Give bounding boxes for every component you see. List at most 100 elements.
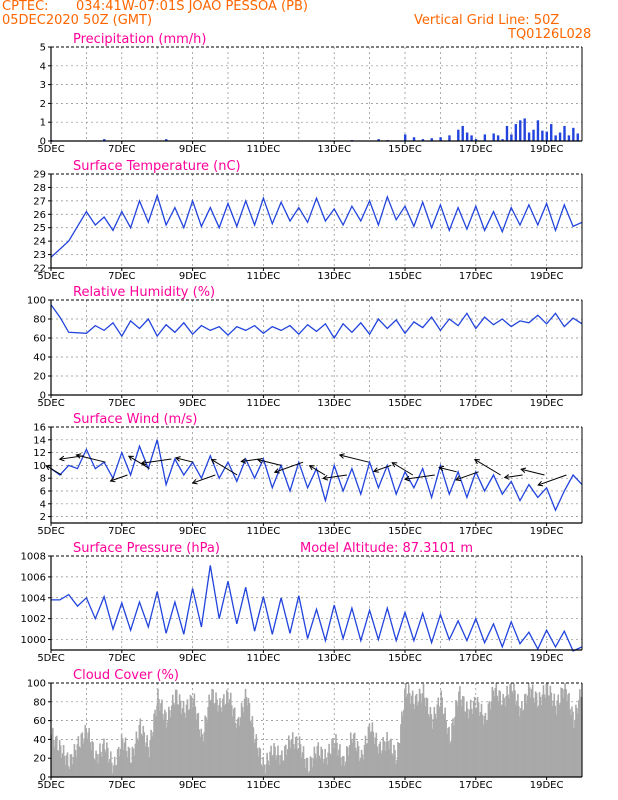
precipitation-bar xyxy=(430,138,433,141)
cloud-bar xyxy=(240,702,243,777)
cloud-bar xyxy=(366,743,369,777)
cloud-bar xyxy=(315,759,318,777)
wind-arrow xyxy=(391,462,414,476)
cloud-bar xyxy=(351,742,354,777)
x-tick-label: 7DEC xyxy=(108,271,135,282)
pressure-panel: 1000 1002 1004 1006 1008 5DEC 7DEC 9DEC 11DEC 13D… xyxy=(21,541,583,664)
cloud-bar xyxy=(385,741,387,777)
cloud-bar xyxy=(485,721,488,777)
cloud-bar xyxy=(94,759,96,777)
cloud-bar xyxy=(128,748,131,777)
cloud-bar xyxy=(567,694,569,777)
cloud-bar xyxy=(198,729,201,777)
cloud-bar xyxy=(574,719,576,777)
cloud-bar xyxy=(445,720,447,777)
y-tick-label: 14 xyxy=(33,435,46,446)
cloud-bar xyxy=(208,694,210,777)
cloud-bar xyxy=(580,696,582,777)
cloud-bar xyxy=(243,698,246,777)
cloud-bar xyxy=(88,727,90,777)
cloud-bar xyxy=(558,704,560,777)
cloud-panel: 0 20 40 60 80 100 5DEC 7DEC 9DEC 11DEC 13DEC 15DEC 1… xyxy=(27,668,583,791)
x-tick-label: 17DEC xyxy=(459,526,493,537)
cloud-bar xyxy=(541,694,544,777)
cloud-bar xyxy=(561,688,563,777)
cloud-bar xyxy=(221,711,223,777)
precipitation-bar xyxy=(523,118,526,141)
cloud-bar xyxy=(404,689,406,777)
x-tick-label: 5DEC xyxy=(37,780,64,791)
cloud-bar xyxy=(285,744,287,777)
cloud-bar xyxy=(443,713,445,777)
cloud-bar xyxy=(320,746,323,777)
cloud-bar xyxy=(364,735,367,777)
cloud-bar xyxy=(167,721,169,777)
cloud-bar xyxy=(423,697,426,777)
cloud-bar xyxy=(530,688,533,777)
panel-title: Surface Pressure (hPa) xyxy=(73,541,220,556)
cloud-bar xyxy=(393,744,395,777)
cloud-bar xyxy=(437,697,440,777)
cloud-bar xyxy=(403,709,405,777)
wind-arrow-head xyxy=(455,475,462,482)
series-line xyxy=(50,439,583,512)
cloud-bar xyxy=(491,686,494,777)
cloud-bar xyxy=(90,750,92,777)
x-tick-label: 7DEC xyxy=(108,398,135,409)
cloud-bar xyxy=(533,702,536,777)
cloud-bar xyxy=(502,693,504,777)
cloud-bar xyxy=(262,757,265,777)
cloud-bar xyxy=(346,746,348,777)
cloud-bar xyxy=(339,744,341,777)
cloud-bar xyxy=(253,742,256,777)
cloud-bar xyxy=(535,693,538,777)
cloud-bar xyxy=(457,706,459,777)
cloud-bar xyxy=(158,699,160,777)
cloud-bar xyxy=(129,762,132,777)
cloud-bar xyxy=(118,756,121,777)
cloud-bar xyxy=(162,713,164,777)
cloud-bar xyxy=(119,748,122,777)
cloud-bar xyxy=(422,684,425,777)
cloud-bar xyxy=(318,755,321,777)
cloud-bar xyxy=(495,683,498,777)
cloud-bar xyxy=(340,757,342,777)
cloud-bar xyxy=(170,705,173,777)
cloud-bar xyxy=(207,707,209,777)
cloud-bar xyxy=(335,734,337,777)
cloud-bar xyxy=(191,706,194,777)
cloud-bar xyxy=(409,703,412,777)
cloud-bar xyxy=(470,708,473,777)
cloud-bar xyxy=(552,700,555,777)
cloud-bar xyxy=(342,755,344,777)
cloud-bar xyxy=(323,758,325,777)
cloud-bar xyxy=(291,732,294,777)
cloud-bar xyxy=(551,706,554,777)
cloud-bar xyxy=(512,693,514,777)
wind-arrow-head xyxy=(58,455,65,462)
cloud-bar xyxy=(179,700,182,777)
cloud-bar xyxy=(560,687,562,777)
cloud-bar xyxy=(97,763,99,777)
cloud-bar xyxy=(523,694,526,777)
cloud-bar xyxy=(109,759,111,777)
cloud-bar xyxy=(497,701,500,777)
cloud-bar xyxy=(213,703,215,777)
wind-arrow xyxy=(45,465,62,476)
y-tick-label: 80 xyxy=(33,697,46,708)
cloud-bar xyxy=(375,732,378,777)
cloud-bar xyxy=(232,708,235,777)
precipitation-bar xyxy=(448,135,451,141)
cloud-bar xyxy=(202,741,205,777)
cloud-bar xyxy=(126,757,129,777)
cloud-bar xyxy=(187,710,190,777)
cloud-bar xyxy=(113,756,116,777)
cloud-bar xyxy=(149,740,151,777)
cloud-bar xyxy=(480,703,483,777)
cloud-bar xyxy=(467,718,470,777)
cloud-bar xyxy=(133,755,136,777)
cloud-bar xyxy=(172,702,175,777)
cloud-bar xyxy=(296,749,299,777)
cloud-bar xyxy=(241,706,244,777)
